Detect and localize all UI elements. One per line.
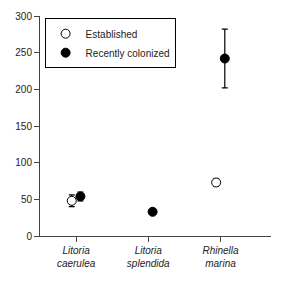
svg-text:Litoriasplendida: Litoriasplendida <box>127 245 170 269</box>
svg-text:300: 300 <box>15 11 32 22</box>
svg-text:Litoriacaerulea: Litoriacaerulea <box>57 245 96 269</box>
svg-text:0: 0 <box>26 231 32 242</box>
svg-text:250: 250 <box>15 47 32 58</box>
svg-text:Rhinellamarina: Rhinellamarina <box>202 245 239 269</box>
svg-text:150: 150 <box>15 121 32 132</box>
svg-text:50: 50 <box>21 194 33 205</box>
svg-text:Established: Established <box>86 29 138 40</box>
svg-text:Recently colonized: Recently colonized <box>86 48 170 59</box>
svg-text:200: 200 <box>15 84 32 95</box>
svg-text:100: 100 <box>15 157 32 168</box>
